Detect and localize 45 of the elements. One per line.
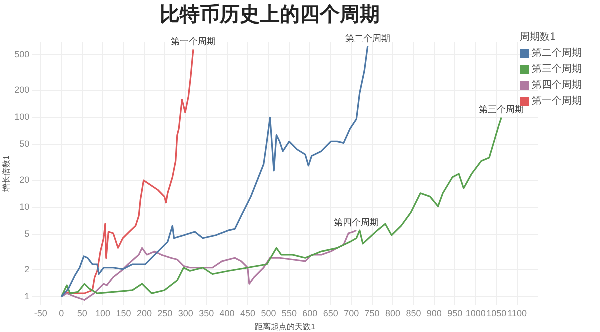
chart-title: 比特币历史上的四个周期	[160, 2, 380, 26]
y-tick-label: 1	[24, 291, 30, 302]
annotation: 第二个周期	[345, 33, 390, 44]
legend-title: 周期数1	[520, 30, 558, 44]
y-tick-label: 100	[14, 112, 30, 122]
x-tick-label: 850	[406, 308, 422, 318]
x-tick-label: 300	[178, 308, 194, 318]
x-tick-label: 750	[364, 308, 380, 318]
x-tick-label: 0	[59, 308, 64, 318]
annotation: 第四个周期	[334, 217, 380, 228]
y-axis-title: 增长倍数1	[2, 155, 12, 194]
annotation: 第三个周期	[479, 104, 524, 116]
legend-label: 第二个周期	[532, 46, 582, 60]
x-tick-label: 150	[116, 308, 132, 318]
y-tick-label: 5	[24, 228, 30, 239]
y-tick-label: 500	[14, 50, 30, 60]
legend-label: 第四个周期	[532, 78, 582, 92]
x-tick-label: 650	[323, 308, 338, 318]
x-tick-label: 1050	[486, 308, 507, 318]
x-tick-label: 700	[344, 308, 360, 318]
x-tick-label: 350	[199, 308, 214, 318]
y-tick-label: 2	[24, 264, 30, 274]
x-tick-label: 200	[136, 308, 152, 318]
x-axis-title: 距离起点的天数1	[255, 322, 316, 332]
x-tick-label: 450	[240, 308, 256, 318]
x-tick-label: -50	[34, 308, 48, 318]
x-tick-label: 950	[448, 308, 463, 318]
x-tick-label: 100	[96, 308, 111, 318]
x-tick-label: 250	[158, 308, 173, 318]
y-tick-label: 20	[20, 174, 30, 185]
legend-label: 第一个周期	[532, 94, 582, 108]
y-tick-label: 10	[20, 202, 30, 212]
y-tick-label: 200	[14, 85, 30, 96]
y-tick-label: 50	[20, 139, 30, 150]
x-tick-label: 1000	[466, 308, 486, 318]
x-tick-label: 600	[302, 308, 318, 318]
annotation: 第一个周期	[170, 36, 216, 48]
x-tick-label: 800	[385, 308, 401, 318]
x-tick-label: 50	[77, 308, 88, 318]
legend-label: 第三个周期	[532, 62, 582, 76]
x-tick-label: 400	[220, 308, 235, 318]
x-tick-label: 500	[261, 308, 276, 318]
x-tick-label: 550	[282, 308, 297, 318]
x-tick-label: 900	[426, 308, 442, 318]
x-tick-label: 1100	[508, 308, 527, 318]
